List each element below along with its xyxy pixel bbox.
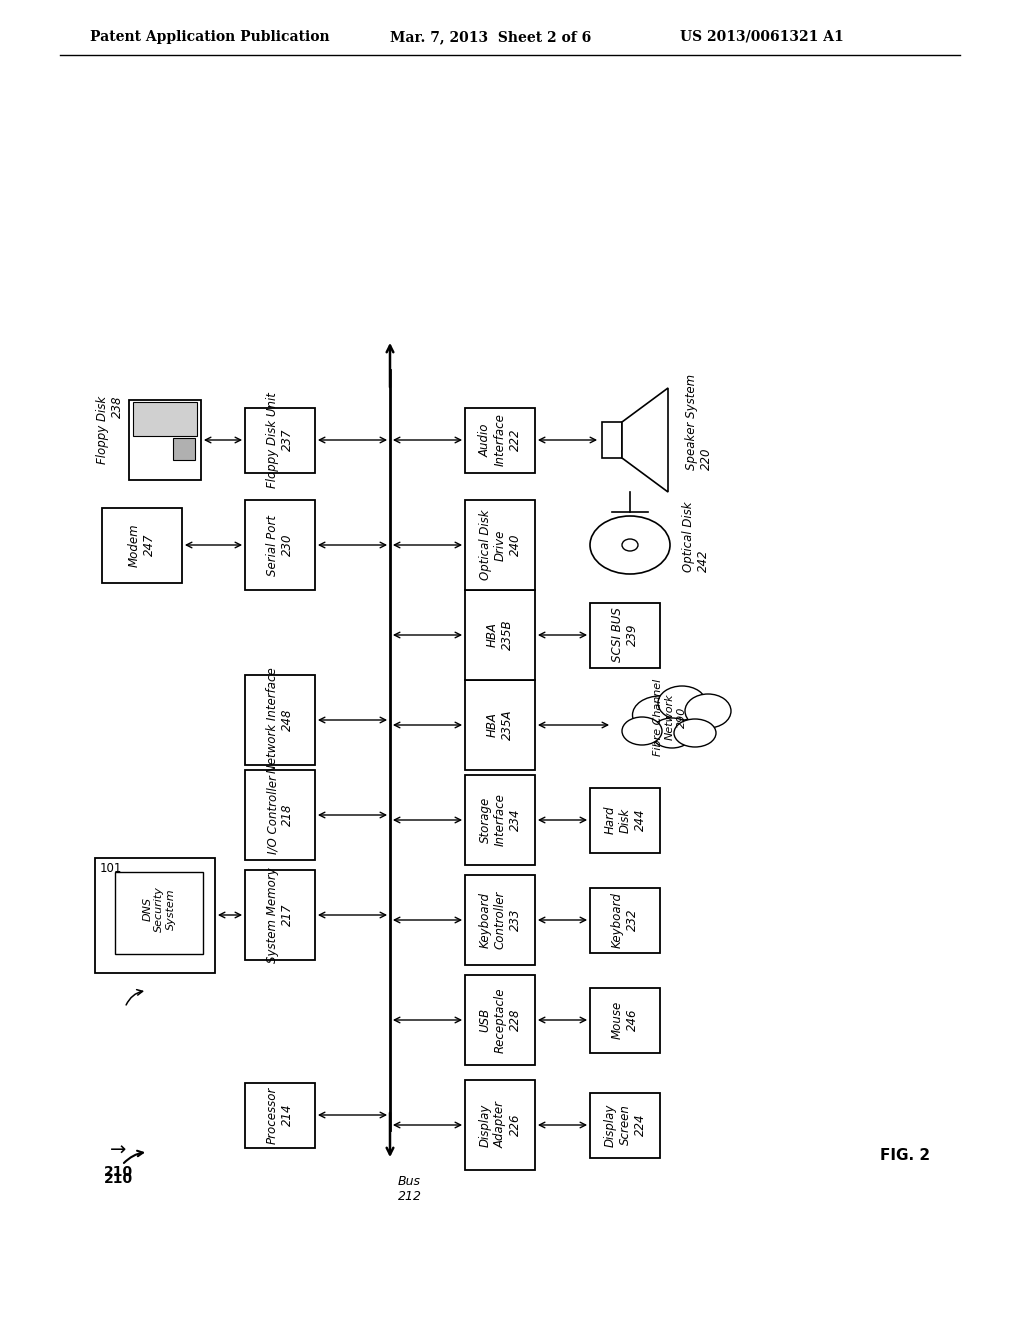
Text: 210: 210 — [103, 1166, 132, 1179]
Ellipse shape — [622, 539, 638, 550]
FancyBboxPatch shape — [102, 507, 182, 582]
Text: Keyboard
Controller
233: Keyboard Controller 233 — [478, 891, 521, 949]
FancyBboxPatch shape — [590, 1093, 660, 1158]
Text: Modem
247: Modem 247 — [128, 523, 156, 566]
Text: DNS
Security
System: DNS Security System — [142, 886, 175, 932]
FancyBboxPatch shape — [465, 590, 535, 680]
Text: Hard
Disk
244: Hard Disk 244 — [603, 805, 646, 834]
Text: Mouse
246: Mouse 246 — [611, 1001, 639, 1039]
Text: Optical Disk
Drive
240: Optical Disk Drive 240 — [478, 510, 521, 581]
Text: Storage
Interface
234: Storage Interface 234 — [478, 793, 521, 846]
FancyBboxPatch shape — [95, 858, 215, 973]
Polygon shape — [602, 422, 622, 458]
Text: 210: 210 — [103, 1172, 132, 1185]
Text: Processor
214: Processor 214 — [266, 1086, 294, 1143]
FancyBboxPatch shape — [245, 500, 315, 590]
Text: Display
Screen
224: Display Screen 224 — [603, 1104, 646, 1147]
Text: Serial Port
230: Serial Port 230 — [266, 515, 294, 576]
Text: 101: 101 — [100, 862, 123, 875]
FancyBboxPatch shape — [245, 408, 315, 473]
FancyBboxPatch shape — [465, 975, 535, 1065]
FancyBboxPatch shape — [245, 1082, 315, 1147]
Text: Network Interface
248: Network Interface 248 — [266, 667, 294, 774]
FancyBboxPatch shape — [590, 788, 660, 853]
Ellipse shape — [685, 694, 731, 729]
Text: US 2013/0061321 A1: US 2013/0061321 A1 — [680, 30, 844, 44]
Polygon shape — [622, 388, 668, 492]
Text: USB
Receptacle
228: USB Receptacle 228 — [478, 987, 521, 1053]
FancyBboxPatch shape — [115, 873, 203, 954]
Ellipse shape — [625, 694, 720, 746]
FancyBboxPatch shape — [590, 602, 660, 668]
FancyBboxPatch shape — [465, 875, 535, 965]
FancyBboxPatch shape — [465, 680, 535, 770]
FancyBboxPatch shape — [465, 775, 535, 865]
Text: Bus
212: Bus 212 — [398, 1175, 422, 1203]
FancyBboxPatch shape — [245, 675, 315, 766]
Text: HBA
235A: HBA 235A — [486, 710, 514, 741]
Text: →: → — [110, 1140, 126, 1159]
Text: Floppy Disk Unit
237: Floppy Disk Unit 237 — [266, 392, 294, 488]
FancyBboxPatch shape — [465, 500, 535, 590]
FancyBboxPatch shape — [245, 770, 315, 861]
Ellipse shape — [658, 686, 706, 719]
Text: SCSI BUS
239: SCSI BUS 239 — [611, 607, 639, 663]
Text: Keyboard
232: Keyboard 232 — [611, 892, 639, 948]
Text: FIG. 2: FIG. 2 — [880, 1147, 930, 1163]
Ellipse shape — [590, 516, 670, 574]
Text: Patent Application Publication: Patent Application Publication — [90, 30, 330, 44]
FancyBboxPatch shape — [133, 403, 197, 436]
Text: System Memory
217: System Memory 217 — [266, 867, 294, 962]
Text: Mar. 7, 2013  Sheet 2 of 6: Mar. 7, 2013 Sheet 2 of 6 — [390, 30, 591, 44]
FancyBboxPatch shape — [129, 400, 201, 480]
FancyBboxPatch shape — [465, 1080, 535, 1170]
Text: I/O Controller
218: I/O Controller 218 — [266, 776, 294, 854]
Text: Audio
Interface
222: Audio Interface 222 — [478, 413, 521, 466]
Text: Floppy Disk
238: Floppy Disk 238 — [96, 396, 124, 465]
Ellipse shape — [674, 719, 716, 747]
FancyBboxPatch shape — [590, 887, 660, 953]
Text: Speaker System
220: Speaker System 220 — [685, 374, 713, 470]
Text: Display
Adapter
226: Display Adapter 226 — [478, 1101, 521, 1148]
FancyBboxPatch shape — [245, 870, 315, 960]
Text: Optical Disk
242: Optical Disk 242 — [682, 502, 710, 573]
FancyBboxPatch shape — [173, 438, 195, 459]
FancyBboxPatch shape — [465, 408, 535, 473]
Ellipse shape — [633, 696, 687, 734]
Text: HBA
235B: HBA 235B — [486, 620, 514, 651]
Ellipse shape — [651, 718, 693, 748]
FancyBboxPatch shape — [590, 987, 660, 1052]
Text: Fibre Channel
Network
290: Fibre Channel Network 290 — [653, 678, 687, 755]
Ellipse shape — [622, 717, 662, 744]
